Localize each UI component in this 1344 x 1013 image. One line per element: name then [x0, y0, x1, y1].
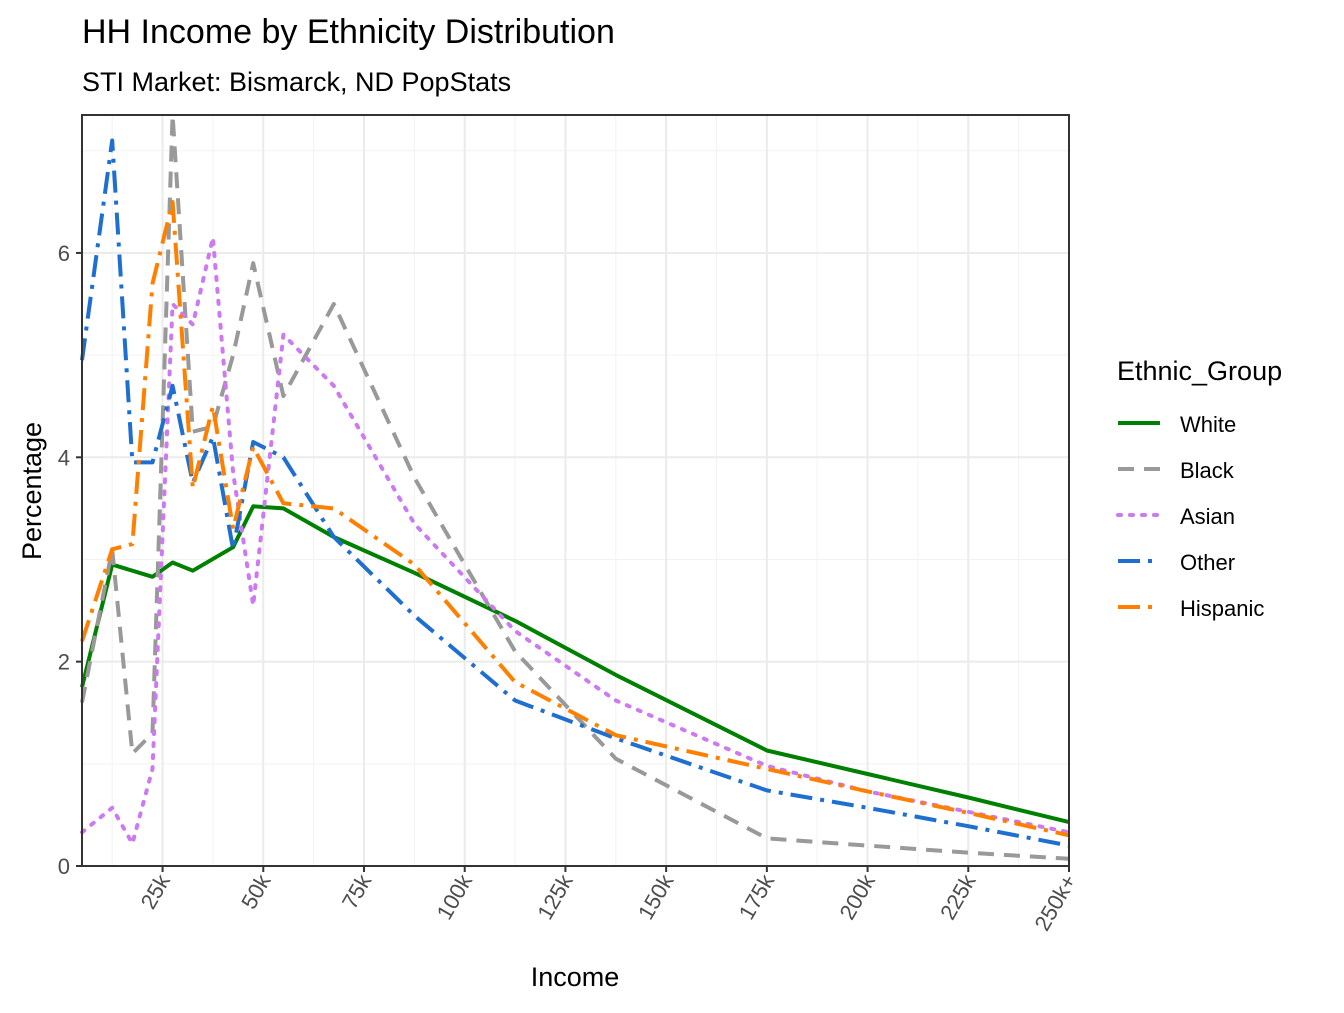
x-axis-title: Income [531, 962, 620, 992]
chart-title: HH Income by Ethnicity Distribution [82, 13, 615, 51]
legend-label-white: White [1180, 412, 1236, 437]
legend-label-black: Black [1180, 458, 1235, 483]
y-tick-label: 0 [58, 854, 70, 879]
legend-label-hispanic: Hispanic [1180, 596, 1264, 621]
x-tick-label: 200k [834, 869, 880, 924]
x-tick-label: 75k [337, 869, 377, 913]
series-line-asian [80, 235, 1071, 846]
series-line-white [80, 504, 1070, 825]
x-tick-label: 50k [236, 869, 276, 913]
legend: White Black Asian Other Hispanic [1116, 412, 1264, 621]
legend-label-asian: Asian [1180, 504, 1235, 529]
legend-label-other: Other [1180, 550, 1235, 575]
y-tick-label: 4 [58, 445, 70, 470]
series-line-black [80, 113, 1070, 861]
x-tick-label: 125k [532, 869, 578, 924]
series-line-hispanic [80, 199, 1070, 838]
y-axis-title: Percentage [17, 422, 47, 560]
chart-subtitle: STI Market: Bismarck, ND PopStats [82, 67, 511, 97]
plot-area: 0 2 4 6 25k 50k 75k 100k 125k 150k 175k 200k 225k 250… [58, 113, 1081, 935]
plot-panel-background [82, 115, 1069, 866]
x-tick-label: 175k [734, 869, 780, 924]
y-tick-label: 6 [58, 241, 70, 266]
legend-title: Ethnic_Group [1117, 356, 1282, 386]
x-tick-label: 100k [432, 869, 478, 924]
x-tick-label: 250k+ [1029, 870, 1081, 935]
y-tick-label: 2 [58, 650, 70, 675]
x-tick-label: 225k [935, 869, 981, 924]
x-tick-label: 150k [633, 869, 679, 924]
x-tick-label: 25k [136, 869, 176, 913]
plot-panel-border [81, 114, 1070, 867]
series-line-other [80, 138, 1070, 848]
